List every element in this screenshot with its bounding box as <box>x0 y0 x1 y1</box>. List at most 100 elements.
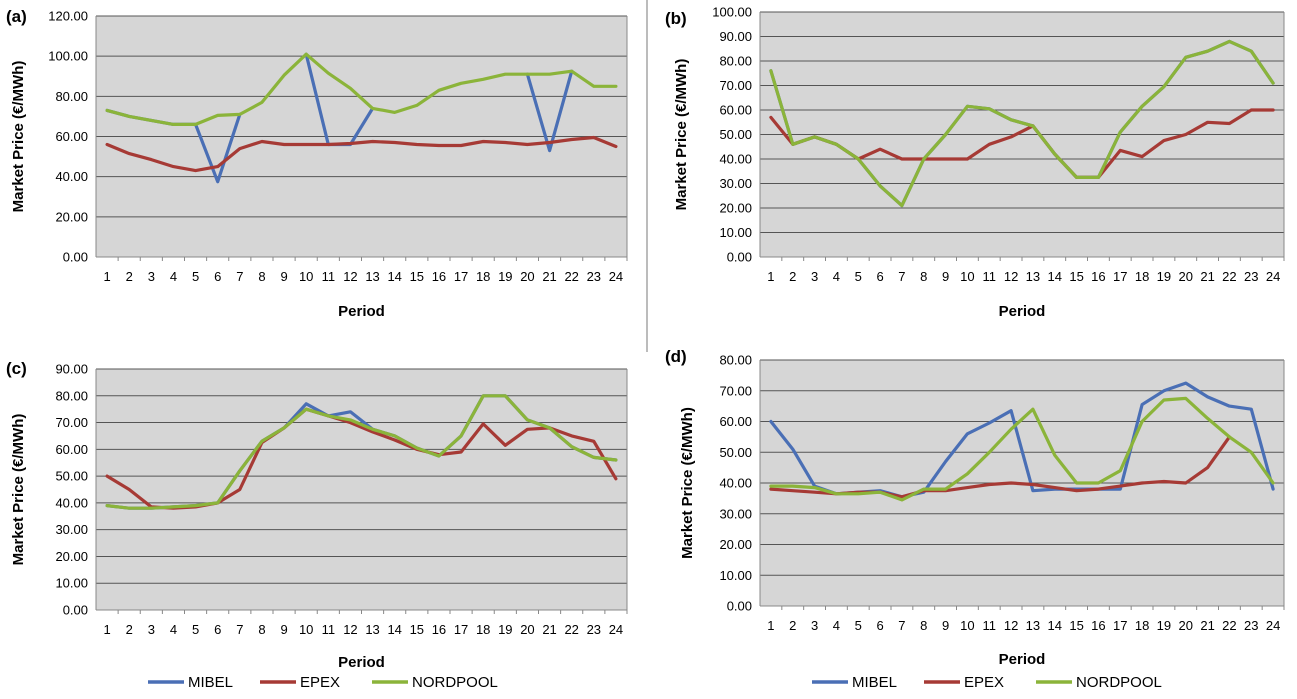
legend-label-nordpool: NORDPOOL <box>412 674 498 691</box>
x-tick-label: 22 <box>1222 618 1236 633</box>
x-tick-label: 15 <box>410 622 424 637</box>
x-tick-label: 20 <box>1179 618 1193 633</box>
x-axis-label: Period <box>999 303 1046 320</box>
x-tick-label: 3 <box>811 618 818 633</box>
x-tick-label: 5 <box>855 269 862 284</box>
x-tick-label: 10 <box>299 622 313 637</box>
y-tick-label: 90.00 <box>719 29 752 44</box>
x-tick-label: 14 <box>1048 618 1062 633</box>
x-tick-label: 12 <box>343 622 357 637</box>
x-tick-label: 21 <box>1200 269 1214 284</box>
x-tick-label: 11 <box>322 622 336 637</box>
y-tick-label: 40.00 <box>55 169 88 184</box>
y-tick-label: 80.00 <box>719 54 752 69</box>
x-tick-label: 9 <box>942 618 949 633</box>
x-tick-label: 20 <box>520 269 534 284</box>
y-tick-label: 30.00 <box>55 522 88 537</box>
x-tick-label: 18 <box>476 269 490 284</box>
x-tick-label: 18 <box>1135 618 1149 633</box>
x-tick-label: 16 <box>1091 618 1105 633</box>
x-tick-label: 22 <box>564 622 578 637</box>
legend-label-mibel: MIBEL <box>188 674 233 691</box>
x-tick-label: 3 <box>811 269 818 284</box>
y-tick-label: 0.00 <box>727 599 752 614</box>
legends: MIBEL EPEX NORDPOOL MIBEL EPEX NORDPOOL <box>148 674 1162 691</box>
y-tick-label: 0.00 <box>63 603 88 618</box>
x-tick-label: 5 <box>855 618 862 633</box>
y-tick-label: 50.00 <box>719 445 752 460</box>
x-tick-label: 8 <box>920 618 927 633</box>
legend-label-epex: EPEX <box>964 674 1004 691</box>
x-tick-label: 3 <box>148 269 155 284</box>
x-tick-label: 4 <box>833 269 840 284</box>
y-tick-label: 10.00 <box>719 568 752 583</box>
panel-label: (c) <box>6 359 27 378</box>
x-tick-label: 9 <box>942 269 949 284</box>
x-tick-label: 6 <box>214 622 221 637</box>
y-tick-label: 20.00 <box>719 201 752 216</box>
x-tick-label: 13 <box>1026 618 1040 633</box>
y-tick-label: 120.00 <box>48 9 88 24</box>
x-tick-label: 2 <box>126 622 133 637</box>
x-tick-label: 11 <box>983 618 997 633</box>
x-tick-label: 7 <box>236 622 243 637</box>
chart-panel-3: 0.00 10.00 20.00 30.00 40.00 50.00 60.00 70.00 8… <box>6 359 628 671</box>
y-tick-label: 30.00 <box>719 506 752 521</box>
x-tick-label: 2 <box>789 269 796 284</box>
x-tick-label: 20 <box>1179 269 1193 284</box>
x-tick-label: 13 <box>365 269 379 284</box>
y-tick-label: 100.00 <box>48 49 88 64</box>
x-tick-label: 19 <box>1157 618 1171 633</box>
legend-label-epex: EPEX <box>300 674 340 691</box>
y-tick-label: 80.00 <box>55 89 88 104</box>
y-tick-label: 100.00 <box>712 5 752 20</box>
x-tick-label: 15 <box>1069 269 1083 284</box>
y-tick-label: 20.00 <box>719 537 752 552</box>
y-tick-label: 0.00 <box>727 250 752 265</box>
x-tick-label: 18 <box>1135 269 1149 284</box>
x-tick-label: 14 <box>387 269 401 284</box>
x-tick-label: 24 <box>609 269 623 284</box>
x-tick-label: 16 <box>432 269 446 284</box>
y-tick-label: 70.00 <box>55 415 88 430</box>
x-tick-label: 6 <box>214 269 221 284</box>
x-tick-label: 1 <box>103 269 110 284</box>
panel-label: (d) <box>665 347 687 366</box>
y-tick-label: 70.00 <box>719 78 752 93</box>
series-line-nordpool <box>769 39 1275 208</box>
x-tick-label: 4 <box>170 622 177 637</box>
x-tick-label: 24 <box>1266 269 1280 284</box>
chart-panel-4: 0.00 10.00 20.00 30.00 40.00 50.00 60.00 70.00 8… <box>665 347 1285 668</box>
x-tick-label: 24 <box>1266 618 1280 633</box>
x-tick-label: 8 <box>920 269 927 284</box>
y-tick-label: 40.00 <box>719 476 752 491</box>
y-axis-label: Market Price (€/MWh) <box>679 407 696 559</box>
x-tick-label: 14 <box>1048 269 1062 284</box>
x-tick-label: 13 <box>365 622 379 637</box>
x-tick-label: 21 <box>1200 618 1214 633</box>
x-tick-label: 17 <box>1113 618 1127 633</box>
x-tick-label: 5 <box>192 269 199 284</box>
x-tick-label: 17 <box>454 622 468 637</box>
x-tick-label: 2 <box>126 269 133 284</box>
x-tick-label: 4 <box>170 269 177 284</box>
x-tick-label: 3 <box>148 622 155 637</box>
legend-1: MIBEL EPEX NORDPOOL <box>148 674 498 691</box>
y-axis-label: Market Price (€/MWh) <box>10 61 27 213</box>
y-axis-label: Market Price (€/MWh) <box>10 414 27 566</box>
x-tick-label: 11 <box>983 269 997 284</box>
x-axis-label: Period <box>338 654 385 671</box>
x-tick-label: 17 <box>1113 269 1127 284</box>
y-axis-label: Market Price (€/MWh) <box>673 59 690 211</box>
x-tick-label: 23 <box>587 622 601 637</box>
series-line-nordpool <box>769 396 1275 502</box>
y-tick-label: 10.00 <box>55 576 88 591</box>
y-tick-label: 20.00 <box>55 549 88 564</box>
x-tick-label: 23 <box>1244 269 1258 284</box>
y-tick-label: 70.00 <box>719 383 752 398</box>
x-tick-label: 2 <box>789 618 796 633</box>
series-line-nordpool <box>105 52 618 126</box>
y-tick-label: 20.00 <box>55 209 88 224</box>
